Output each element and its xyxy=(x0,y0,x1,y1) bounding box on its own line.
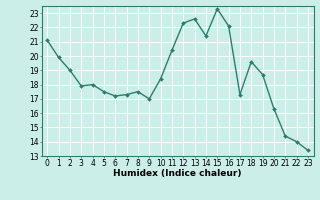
X-axis label: Humidex (Indice chaleur): Humidex (Indice chaleur) xyxy=(113,169,242,178)
